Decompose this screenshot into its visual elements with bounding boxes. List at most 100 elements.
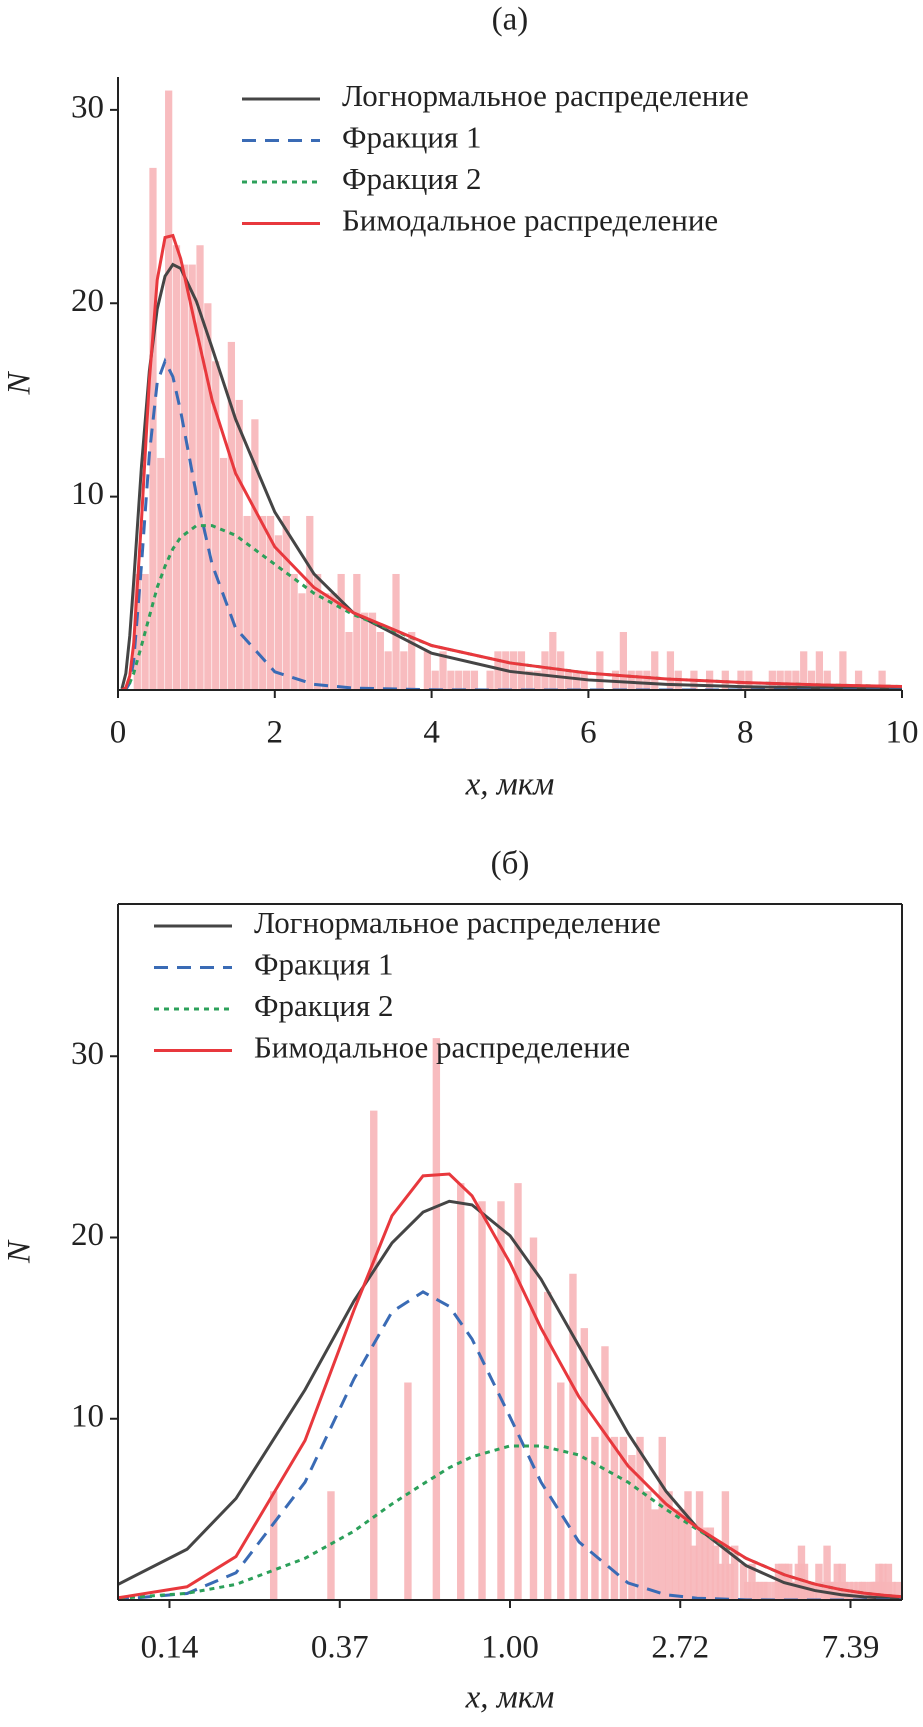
curve <box>121 357 902 690</box>
hist-bar <box>684 1491 692 1600</box>
legend-label: Бимодальное распределение <box>254 1030 630 1065</box>
hist-bar <box>235 399 243 690</box>
y-tick-label: 20 <box>71 283 104 319</box>
histogram <box>269 1038 902 1600</box>
hist-bar <box>635 670 643 690</box>
hist-bar <box>196 245 204 690</box>
chart-title: (a) <box>492 2 529 38</box>
curve <box>118 1290 902 1600</box>
hist-bar <box>628 1455 636 1600</box>
hist-bar <box>227 341 235 690</box>
chart: (a) x, мкм N 10 20 30 0 2 4 6 8 10 Логнормальное рас… <box>2 2 919 803</box>
hist-bar <box>893 1581 902 1600</box>
hist-bar <box>439 651 447 690</box>
hist-bar <box>457 1183 465 1600</box>
hist-bar <box>269 1491 278 1600</box>
hist-bar <box>878 670 886 690</box>
hist-bar <box>792 670 800 690</box>
x-tick-label: 10 <box>886 715 919 751</box>
legend-label: Логнормальное распределение <box>254 905 661 940</box>
hist-bar <box>514 1183 522 1600</box>
x-tick-label: 1.00 <box>481 1630 539 1666</box>
hist-bar <box>557 1382 565 1600</box>
hist-bar <box>423 651 431 690</box>
hist-bar <box>619 631 627 690</box>
hist-bar <box>478 1201 486 1600</box>
hist-bar <box>627 670 635 690</box>
hist-bar <box>290 573 298 690</box>
hist-bar <box>165 90 173 690</box>
hist-bar <box>823 670 831 690</box>
hist-bar <box>768 670 776 690</box>
x-tick-label: 4 <box>423 715 440 751</box>
hist-bar <box>404 1382 412 1600</box>
x-tick-label: 7.39 <box>822 1630 880 1666</box>
legend-label: Фракция 1 <box>342 120 482 155</box>
hist-bar <box>486 670 494 690</box>
hist-bar <box>533 670 541 690</box>
hist-bar <box>455 670 463 690</box>
chart-title: (б) <box>491 846 530 882</box>
y-axis-label: N <box>2 1239 38 1264</box>
hist-bar <box>274 535 283 690</box>
hist-bar <box>564 670 573 690</box>
hist-bar <box>678 1509 686 1600</box>
hist-bar <box>731 1545 739 1600</box>
hist-bar <box>525 670 533 690</box>
y-tick-label: 20 <box>71 1217 104 1253</box>
hist-bar <box>243 515 251 690</box>
y-axis-label: N <box>2 371 38 396</box>
hist-bar <box>695 1491 704 1600</box>
hist-bar <box>752 1581 760 1600</box>
hist-bar <box>690 1545 698 1600</box>
hist-bar <box>861 1581 869 1600</box>
hist-bar <box>400 651 408 690</box>
hist-bar <box>800 651 808 690</box>
hist-bar <box>569 1273 577 1600</box>
y-tick-label: 10 <box>71 476 104 512</box>
x-tick-label: 0.14 <box>141 1630 199 1666</box>
curves <box>118 1172 902 1600</box>
hist-bar <box>744 1581 752 1600</box>
hist-bar <box>541 651 549 690</box>
hist-bar <box>815 651 823 690</box>
hist-bar <box>748 1563 756 1600</box>
x-tick-label: 2.72 <box>651 1630 709 1666</box>
curve <box>121 524 902 690</box>
hist-bar <box>701 1527 709 1600</box>
hist-bar <box>572 670 580 690</box>
hist-bar <box>431 670 439 690</box>
hist-bar <box>643 670 651 690</box>
hist-bar <box>494 651 502 690</box>
x-tick-label: 6 <box>580 715 597 751</box>
hist-bar <box>619 1436 628 1600</box>
hist-bar <box>204 303 212 690</box>
hist-bar <box>368 612 377 690</box>
hist-bar <box>462 670 471 690</box>
hist-bar <box>517 651 526 690</box>
hist-bar <box>854 670 863 690</box>
hist-bar <box>737 670 745 690</box>
hist-bar <box>432 1038 441 1600</box>
hist-bar <box>591 1436 599 1600</box>
hist-bar <box>408 631 416 690</box>
hist-bar <box>644 1491 652 1600</box>
legend: Логнормальное распределение Фракция 1 Фрак… <box>242 78 749 238</box>
hist-bar <box>636 1436 644 1600</box>
hist-bar <box>760 1581 768 1600</box>
hist-bar <box>384 651 392 690</box>
hist-bar <box>133 573 141 690</box>
legend-label: Фракция 2 <box>254 988 394 1023</box>
hist-bar <box>665 1491 673 1600</box>
curve <box>121 233 902 690</box>
hist-bar <box>180 264 188 690</box>
hist-bar <box>266 515 275 690</box>
legend-label: Бимодальное распределение <box>342 203 718 238</box>
hist-bar <box>726 1563 734 1600</box>
hist-bar <box>549 631 557 690</box>
hist-bar <box>259 515 267 690</box>
hist-bar <box>651 651 659 690</box>
curves <box>120 233 902 690</box>
